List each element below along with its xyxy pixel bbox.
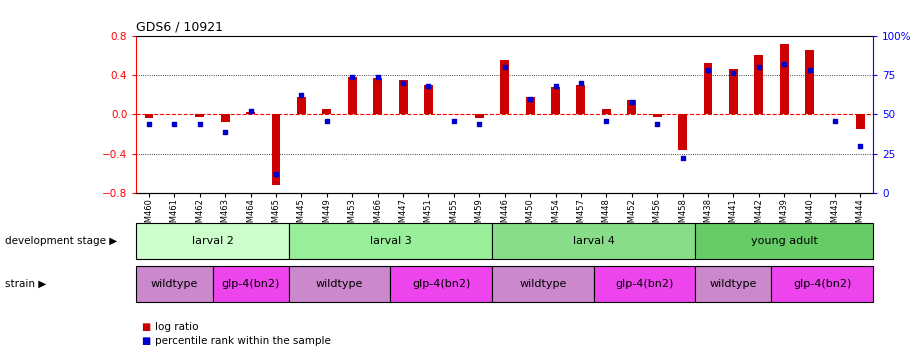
Bar xyxy=(289,266,391,302)
Bar xyxy=(221,114,229,122)
Point xyxy=(447,118,461,124)
Text: young adult: young adult xyxy=(751,236,818,246)
Point xyxy=(320,118,334,124)
Bar xyxy=(772,266,873,302)
Bar xyxy=(136,266,213,302)
Bar xyxy=(272,114,281,185)
Bar xyxy=(526,96,534,114)
Bar xyxy=(729,69,738,114)
Text: glp-4(bn2): glp-4(bn2) xyxy=(793,279,852,289)
Bar xyxy=(678,114,687,150)
Point xyxy=(574,80,589,86)
Point xyxy=(269,171,284,177)
Point xyxy=(370,74,385,79)
Text: development stage ▶: development stage ▶ xyxy=(5,236,117,246)
Point xyxy=(726,71,740,76)
Text: log ratio: log ratio xyxy=(155,322,198,332)
Text: ■: ■ xyxy=(141,336,150,346)
Bar xyxy=(602,109,611,114)
Text: GDS6 / 10921: GDS6 / 10921 xyxy=(136,20,223,33)
Bar xyxy=(373,78,382,114)
Bar xyxy=(695,223,873,259)
Point xyxy=(853,143,868,149)
Text: wildtype: wildtype xyxy=(519,279,566,289)
Point xyxy=(142,121,157,126)
Point xyxy=(650,121,665,126)
Bar xyxy=(653,114,661,117)
Text: larval 3: larval 3 xyxy=(369,236,412,246)
Point xyxy=(548,83,563,89)
Bar xyxy=(492,266,594,302)
Bar xyxy=(391,266,492,302)
Bar xyxy=(195,114,204,117)
Bar xyxy=(289,223,492,259)
Bar xyxy=(475,114,484,118)
Point xyxy=(344,74,359,79)
Text: larval 2: larval 2 xyxy=(192,236,233,246)
Bar xyxy=(145,114,154,118)
Text: glp-4(bn2): glp-4(bn2) xyxy=(615,279,673,289)
Text: wildtype: wildtype xyxy=(316,279,363,289)
Bar xyxy=(246,112,255,114)
Text: wildtype: wildtype xyxy=(151,279,198,289)
Point xyxy=(218,129,233,134)
Point xyxy=(472,121,486,126)
Point xyxy=(243,108,258,114)
Bar xyxy=(500,60,509,114)
Bar xyxy=(136,223,289,259)
Bar xyxy=(577,85,586,114)
Point xyxy=(624,99,639,105)
Bar xyxy=(297,96,306,114)
Point xyxy=(167,121,181,126)
Text: wildtype: wildtype xyxy=(710,279,757,289)
Point xyxy=(701,67,716,73)
Bar xyxy=(551,87,560,114)
Bar xyxy=(856,114,865,129)
Bar xyxy=(805,50,814,114)
Bar xyxy=(424,85,433,114)
Text: percentile rank within the sample: percentile rank within the sample xyxy=(155,336,331,346)
Bar xyxy=(399,80,407,114)
Text: glp-4(bn2): glp-4(bn2) xyxy=(412,279,471,289)
Point xyxy=(776,61,791,67)
Point xyxy=(497,64,512,70)
Text: strain ▶: strain ▶ xyxy=(5,279,46,289)
Bar xyxy=(594,266,695,302)
Text: ■: ■ xyxy=(141,322,150,332)
Bar xyxy=(492,223,695,259)
Point xyxy=(396,80,411,86)
Bar xyxy=(780,44,788,114)
Bar xyxy=(322,109,332,114)
Point xyxy=(192,121,207,126)
Bar xyxy=(348,77,356,114)
Point xyxy=(802,67,817,73)
Point xyxy=(675,155,690,161)
Bar xyxy=(695,266,772,302)
Point xyxy=(828,118,843,124)
Point xyxy=(752,64,766,70)
Text: glp-4(bn2): glp-4(bn2) xyxy=(221,279,280,289)
Point xyxy=(421,83,436,89)
Text: larval 4: larval 4 xyxy=(573,236,614,246)
Bar xyxy=(627,100,636,114)
Point xyxy=(523,96,538,101)
Bar xyxy=(704,63,713,114)
Point xyxy=(294,92,309,98)
Bar xyxy=(213,266,289,302)
Bar xyxy=(754,55,764,114)
Point xyxy=(599,118,613,124)
